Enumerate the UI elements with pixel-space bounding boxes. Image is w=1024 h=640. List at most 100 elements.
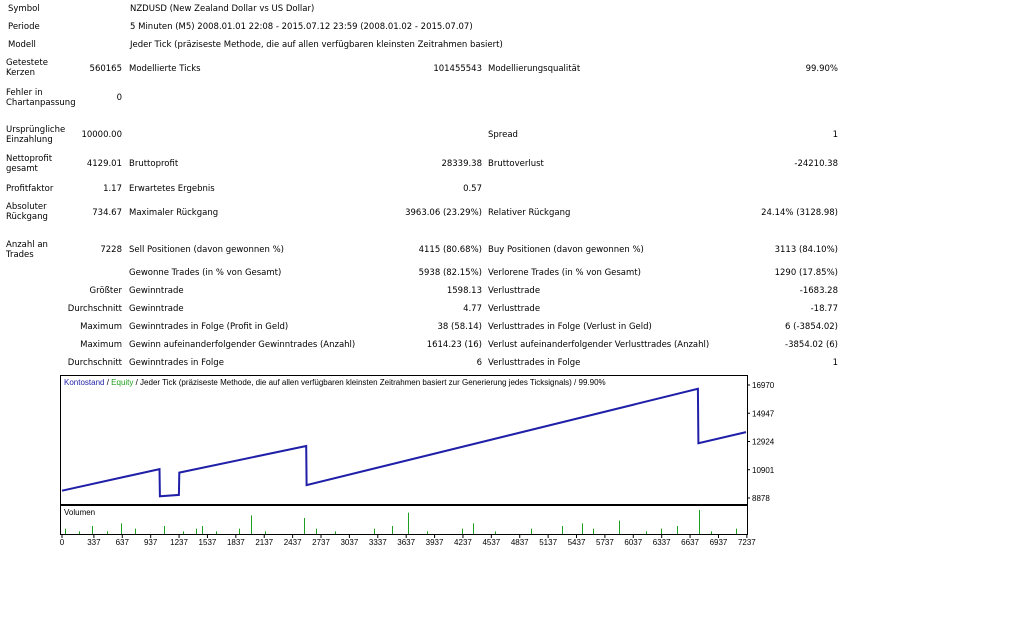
x-tick-label: 3337 [369, 538, 387, 547]
x-tick-label: 637 [116, 538, 130, 547]
absolute-drawdown-label: Absoluter Rückgang [6, 202, 48, 222]
max-consec-wins-value: 38 (58.14) [437, 322, 482, 332]
x-tick-label: 5737 [596, 538, 614, 547]
net-profit-label: Nettoprofit gesamt [6, 154, 53, 174]
symbol-label: Symbol [8, 4, 40, 14]
bars-value: 560165 [89, 64, 122, 74]
avg-consec-losses-label: Verlusttrades in Folge [488, 358, 581, 368]
legend-description: / Jeder Tick (präziseste Methode, die au… [133, 378, 605, 387]
model-label: Modell [8, 40, 36, 50]
absolute-drawdown-value: 734.67 [92, 208, 122, 218]
bars-label: Getestete Kerzen [6, 58, 48, 78]
x-axis: 0 337 637 937 1237 1537 1837 2137 2437 2737 3037 33… [60, 535, 756, 547]
gross-loss-label: Bruttoverlust [488, 159, 544, 169]
total-trades-value: 7228 [100, 245, 122, 255]
spread-label: Spread [488, 130, 518, 140]
legend-equity: Equity [111, 378, 133, 387]
volume-bars [65, 510, 737, 534]
x-tick-label: 5137 [539, 538, 557, 547]
average-win-label: Gewinntrade [129, 304, 184, 314]
y-axis: 16970 14947 12924 10901 8878 [747, 381, 775, 503]
errors-label: Fehler in Chartanpassung [6, 88, 76, 108]
chart-legend: Kontostand / Equity / Jeder Tick (präzis… [64, 378, 606, 387]
largest-win-value: 1598.13 [446, 286, 482, 296]
expected-payoff-value: 0.57 [463, 184, 482, 194]
max-consec-wins-label: Gewinntrades in Folge (Profit in Geld) [129, 322, 289, 332]
largest-label: Größter [89, 286, 122, 296]
average-loss-value: -18.77 [810, 304, 838, 314]
max-consec-profit-label: Gewinn aufeinanderfolgender Gewinntrades… [129, 340, 356, 350]
profit-factor-label: Profitfaktor [6, 184, 54, 194]
deposit-label: Ursprüngliche Einzahlung [6, 125, 66, 145]
x-tick-label: 4537 [482, 538, 500, 547]
lost-trades-label: Verlorene Trades (in % von Gesamt) [488, 268, 641, 278]
gross-loss-value: -24210.38 [794, 159, 838, 169]
spread-value: 1 [832, 130, 838, 140]
maximal-drawdown-value: 3963.06 (23.29%) [405, 208, 482, 218]
x-tick-label: 3937 [426, 538, 444, 547]
average-label: Durchschnitt [67, 304, 122, 314]
won-trades-value: 5938 (82.15%) [418, 268, 482, 278]
x-tick-label: 6937 [710, 538, 728, 547]
largest-loss-value: -1683.28 [799, 286, 838, 296]
x-tick-label: 1237 [170, 538, 188, 547]
x-tick-label: 937 [144, 538, 158, 547]
maximum-label-2: Maximum [80, 340, 122, 350]
model-value: Jeder Tick (präziseste Methode, die auf … [130, 40, 503, 50]
y-tick-label: 16970 [752, 381, 775, 390]
deposit-value: 10000.00 [81, 130, 122, 140]
quality-label: Modellierungsqualität [488, 64, 581, 74]
max-consec-losses-value: 6 (-3854.02) [785, 322, 838, 332]
max-consec-profit-value: 1614.23 (16) [426, 340, 482, 350]
max-consec-losses-label: Verlusttrades in Folge (Verlust in Geld) [488, 322, 652, 332]
x-tick-label: 6037 [624, 538, 642, 547]
maximal-drawdown-label: Maximaler Rückgang [129, 208, 219, 218]
y-tick-label: 10901 [752, 466, 775, 475]
max-consec-loss-value: -3854.02 (6) [785, 340, 838, 350]
avg-consec-losses-value: 1 [832, 358, 838, 368]
legend-balance: Kontostand [64, 378, 104, 387]
largest-win-label: Gewinntrade [129, 286, 184, 296]
gross-profit-label: Bruttoprofit [129, 159, 179, 169]
average-loss-label: Verlusttrade [488, 304, 541, 314]
x-tick-label: 2137 [255, 538, 273, 547]
net-profit-value: 4129.01 [86, 159, 122, 169]
x-tick-label: 3637 [397, 538, 415, 547]
balance-line [61, 387, 747, 498]
x-tick-label: 5437 [568, 538, 586, 547]
max-consec-loss-label: Verlust aufeinanderfolgender Verlusttrad… [488, 340, 710, 350]
x-tick-label: 2437 [284, 538, 302, 547]
x-tick-label: 1837 [227, 538, 245, 547]
avg-consec-wins-label: Gewinntrades in Folge [129, 358, 224, 368]
legend-separator: / [104, 378, 111, 387]
x-tick-label: 4237 [454, 538, 472, 547]
x-tick-label: 7237 [738, 538, 756, 547]
x-tick-label: 6337 [653, 538, 671, 547]
buy-positions-value: 3113 (84.10%) [774, 245, 838, 255]
x-tick-label: 1537 [199, 538, 217, 547]
x-tick-label: 6637 [681, 538, 699, 547]
y-tick-label: 12924 [752, 438, 775, 447]
main-plot-frame [60, 375, 748, 505]
x-tick-label: 337 [87, 538, 101, 547]
relative-drawdown-value: 24.14% (3128.98) [761, 208, 838, 218]
total-trades-label: Anzahl an Trades [6, 240, 48, 260]
x-tick-label: 3037 [340, 538, 358, 547]
x-tick-label: 4837 [511, 538, 529, 547]
volume-plot-frame [60, 505, 748, 535]
profit-factor-value: 1.17 [103, 184, 122, 194]
largest-loss-label: Verlusttrade [488, 286, 541, 296]
average-label-2: Durchschnitt [67, 358, 122, 368]
avg-consec-wins-value: 6 [476, 358, 482, 368]
lost-trades-value: 1290 (17.85%) [774, 268, 838, 278]
gross-profit-value: 28339.38 [441, 159, 482, 169]
sell-positions-value: 4115 (80.68%) [418, 245, 482, 255]
period-label: Periode [8, 22, 40, 32]
average-win-value: 4.77 [463, 304, 482, 314]
x-tick-label: 2737 [312, 538, 330, 547]
ticks-label: Modellierte Ticks [129, 64, 201, 74]
x-tick-label: 0 [60, 538, 65, 547]
maximum-label: Maximum [80, 322, 122, 332]
volume-label: Volumen [64, 508, 95, 517]
